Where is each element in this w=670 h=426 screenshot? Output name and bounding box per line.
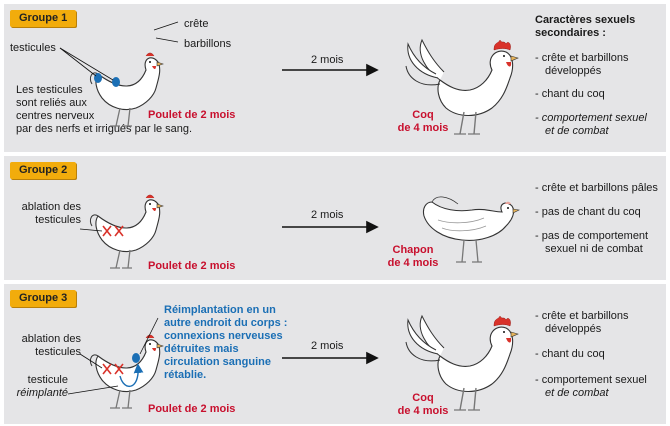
trait-item: - crête et barbillons — [535, 310, 629, 322]
trait-item: et de combat — [545, 387, 609, 399]
before-label: Poulet de 2 mois — [148, 260, 236, 272]
group-2-tag: Groupe 2 — [10, 162, 77, 179]
after-label-line2: de 4 mois — [387, 257, 439, 269]
after-label-line1: Coq — [412, 109, 434, 121]
after-label-line2: de 4 mois — [397, 405, 449, 417]
crete-label: crête — [184, 18, 209, 30]
trait-item: - comportement sexuel — [535, 374, 647, 386]
reimplant-label: testicule — [27, 374, 68, 386]
info-line: sont reliés aux — [16, 97, 87, 109]
trait-item: - chant du coq — [535, 88, 605, 100]
rooster-illustration — [405, 315, 519, 411]
barbillons-label: barbillons — [184, 38, 232, 50]
info-line: Les testicules — [16, 84, 83, 96]
ablation-label: ablation des — [21, 201, 81, 213]
trait-item: développés — [545, 323, 602, 335]
info-line: centres nerveux — [16, 110, 95, 122]
trait-item: - pas de comportement — [535, 230, 649, 242]
reimplanted-testicle-marker — [132, 353, 140, 363]
trait-item: - crête et barbillons pâles — [535, 182, 658, 194]
testicle-marker — [94, 73, 102, 83]
duration-label: 2 mois — [311, 340, 344, 352]
after-label-line1: Coq — [412, 392, 434, 404]
duration-label: 2 mois — [311, 54, 344, 66]
note-line: rétablie. — [164, 369, 207, 381]
group-3-panel: Groupe 3 ablation des testicules testicu… — [4, 284, 666, 424]
capon-illustration — [422, 196, 520, 263]
ablation-cross — [102, 363, 124, 375]
note-line: détruites mais — [164, 343, 239, 355]
ablation-label: testicules — [35, 346, 81, 358]
testicules-label: testicules — [10, 42, 56, 54]
trait-item: développés — [545, 65, 602, 77]
rooster-illustration — [405, 39, 519, 135]
pullet-illustration — [89, 194, 164, 269]
note-line: Réimplantation en un — [164, 304, 276, 316]
reimplant-label: réimplanté — [16, 387, 68, 399]
after-label-line1: Chapon — [392, 244, 434, 256]
ablation-label: ablation des — [21, 333, 81, 345]
reimplant-arrow — [119, 363, 144, 387]
trait-item: et de combat — [545, 125, 609, 137]
leader-line — [155, 37, 179, 43]
trait-item: sexuel ni de combat — [545, 243, 643, 255]
trait-item: - crête et barbillons — [535, 52, 629, 64]
group-3-tag: Groupe 3 — [10, 290, 77, 307]
note-line: autre endroit du corps : — [164, 317, 288, 329]
leader-line — [139, 317, 159, 355]
note-line: connexions nerveuses — [164, 330, 283, 342]
duration-label: 2 mois — [311, 209, 344, 221]
leader-line — [59, 47, 97, 77]
note-line: circulation sanguine — [164, 356, 271, 368]
leader-line — [79, 228, 103, 232]
trait-item: - chant du coq — [535, 348, 605, 360]
trait-item: - comportement sexuel — [535, 112, 647, 124]
traits-title: secondaires : — [535, 27, 606, 39]
after-label-line2: de 4 mois — [397, 122, 449, 134]
ablation-label: testicules — [35, 214, 81, 226]
pullet-illustration — [89, 334, 164, 409]
leader-line — [67, 385, 119, 395]
testicle-marker — [112, 77, 120, 87]
pullet-illustration — [89, 52, 164, 127]
group-1-tag: Groupe 1 — [10, 10, 77, 27]
before-label: Poulet de 2 mois — [148, 109, 236, 121]
info-line: par des nerfs et irrigués par le sang. — [16, 123, 193, 135]
ablation-cross — [102, 225, 124, 237]
trait-item: - pas de chant du coq — [535, 206, 641, 218]
before-label: Poulet de 2 mois — [148, 403, 236, 415]
leader-line — [153, 21, 179, 31]
traits-title: Caractères sexuels — [535, 14, 636, 26]
leader-line — [79, 353, 103, 369]
group-2-panel: Groupe 2 ablation des testicules Poulet … — [4, 156, 666, 280]
leader-line — [59, 47, 114, 81]
